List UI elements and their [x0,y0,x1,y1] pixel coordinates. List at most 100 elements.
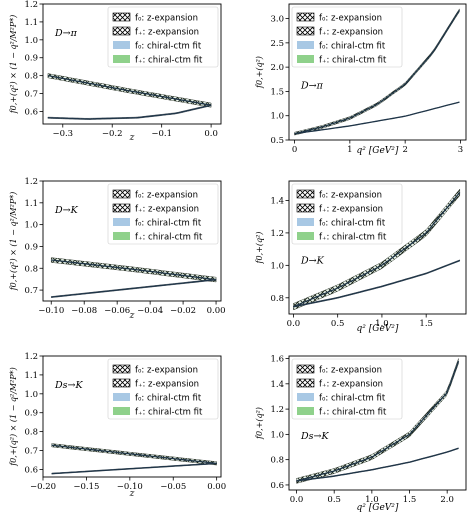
y-tick-label: 1.2 [24,177,38,187]
legend-box [291,358,403,420]
chart-d_k_q2: 0.0 0.5 1.0 1.5 0.8 1.0 1.2 1.4 q² [GeV²] f0,+(q²… [255,180,467,334]
y-tick-label: 0.8 [24,428,38,438]
x-tick-label: 0.00 [207,482,226,492]
legend-fplus-chiral-swatch [297,232,314,240]
x-tick-label: −0.04 [137,306,163,316]
y-axis-label: f0,+(q²) × (1 − q²/M²P*) [9,15,18,115]
legend-fplus-chiral-label: f₊: chiral-ctm fit [319,408,387,418]
plot-frame [288,3,467,141]
legend: f₀: z-expansion f₊: z-expansion f₀: chiral… [107,358,219,420]
legend-f0-chiral-label: f₀: chiral-ctm fit [319,394,386,404]
legend-fplus-z-swatch [112,26,131,36]
curve-fplus [296,360,460,482]
x-axis-label: q² [GeV²] [357,324,399,334]
x-tick-label: 0.5 [331,319,345,329]
legend-f0-z-swatch [296,12,315,22]
y-tick-label: 1.1 [24,371,38,381]
legend-box [107,6,219,68]
legend-box [291,183,403,245]
legend-box [291,6,403,68]
x-tick-label: −0.2 [102,129,123,139]
legend: f₀: z-expansion f₊: z-expansion f₀: chiral… [291,183,403,245]
legend-f0-chiral-label: f₀: chiral-ctm fit [135,394,202,404]
y-tick-label: 1.0 [270,261,284,271]
x-axis-label: z [129,489,135,499]
legend-f0-z-swatch [112,12,131,22]
legend-fplus-z-label: f₊: z-expansion [135,205,199,215]
y-axis-label: f0,+(q²) [255,407,264,440]
x-tick-label: 0.0 [290,495,304,505]
y-tick-label: 0.8 [24,264,38,274]
x-tick-label: −0.15 [73,482,99,492]
curve-fplus [51,259,217,281]
x-tick-label: 0.0 [204,129,218,139]
chart-d_pi_z: −0.3 −0.2 −0.1 0.0 0.6 0.7 0.8 0.9 1.0 1.1 1.2 z f0,… [9,0,222,143]
x-tick-label: −0.1 [151,129,172,139]
legend-f0-chiral-swatch [297,393,314,401]
hatch-fplus [296,358,459,484]
x-tick-label: −0.05 [160,482,186,492]
chart-d_pi_q2: 0 1 2 3 0.5 1.0 1.5 2.0 2.5 3.0 q² [GeV²] f0,+(q²) D… [255,3,467,156]
legend-f0-z-swatch [112,189,131,199]
x-tick-label: 2 [402,145,407,155]
legend-fplus-chiral-swatch [113,55,130,63]
x-tick-label: 1.0 [365,495,379,505]
x-tick-label: 3 [458,145,463,155]
legend-fplus-z-swatch [296,378,315,388]
y-tick-label: 0.9 [24,409,38,419]
legend-f0-z-swatch [112,364,131,374]
legend-f0-z-swatch [296,189,315,199]
y-tick-label: 3.0 [270,15,284,25]
y-axis-label: f0,+(q²) [255,56,264,89]
legend-box [107,183,219,245]
y-tick-label: 2.5 [270,39,284,49]
curve-f0 [51,278,217,298]
y-tick-label: 0.8 [24,72,38,82]
plot-frame [42,355,222,478]
x-tick-label: −0.02 [170,306,196,316]
legend-fplus-z-label: f₊: z-expansion [135,28,199,38]
plot-frame [42,3,222,125]
legend-fplus-chiral-swatch [113,407,130,415]
y-tick-label: 1.2 [24,0,38,10]
x-tick-label: 1.5 [419,319,433,329]
legend-fplus-z-swatch [296,203,315,213]
y-axis-label: f0,+(q²) × (1 − q²/M²P*) [9,367,18,467]
y-tick-label: 1.0 [270,112,284,122]
curve-fplus [294,9,460,135]
legend-f0-z-label: f₀: z-expansion [319,14,382,24]
y-tick-label: 1.6 [270,355,284,365]
y-tick-label: 1.0 [24,390,38,400]
legend-fplus-z-swatch [296,26,315,36]
y-tick-label: 0.7 [24,286,38,296]
y-tick-label: 1.4 [270,380,284,390]
y-axis-label: f0,+(q²) [255,232,264,265]
curve-f0 [293,259,461,308]
chart-ds_k_q2: 0.0 0.5 1.0 1.5 2.0 0.6 0.8 1.0 1.2 1.4 1.6 q² [GeV… [255,355,467,513]
legend-fplus-chiral-label: f₊: chiral-ctm fit [319,233,387,243]
x-axis-label: z [129,133,135,143]
legend-f0-chiral-label: f₀: chiral-ctm fit [319,219,386,229]
plot-frame [288,180,467,315]
hatch-fplus [293,188,460,311]
x-axis-label: q² [GeV²] [357,503,399,513]
chart-ds_k_z: −0.20 −0.15 −0.10 −0.05 0.00 0.6 0.7 0.8 0.9 1.0 1… [9,352,226,499]
hatch-fplus [294,8,460,136]
legend-fplus-chiral-label: f₊: chiral-ctm fit [135,56,203,66]
legend-f0-chiral-swatch [113,393,130,401]
x-tick-label: −0.06 [104,306,130,316]
process-annotation: Ds→K [54,380,83,391]
legend-f0-chiral-swatch [297,218,314,226]
x-tick-label: 0 [292,145,297,155]
legend-fplus-chiral-swatch [297,407,314,415]
x-tick-label: 1.0 [375,319,389,329]
curve-f0 [296,447,459,482]
y-tick-label: 1.2 [270,405,284,415]
x-axis-label: z [129,311,135,321]
curve-fplus [51,444,217,465]
process-annotation: D→π [54,28,78,39]
y-tick-label: 0.8 [270,294,284,304]
x-tick-label: 2.0 [440,495,454,505]
process-annotation: D→K [300,255,325,266]
y-tick-label: 0.7 [24,447,38,457]
